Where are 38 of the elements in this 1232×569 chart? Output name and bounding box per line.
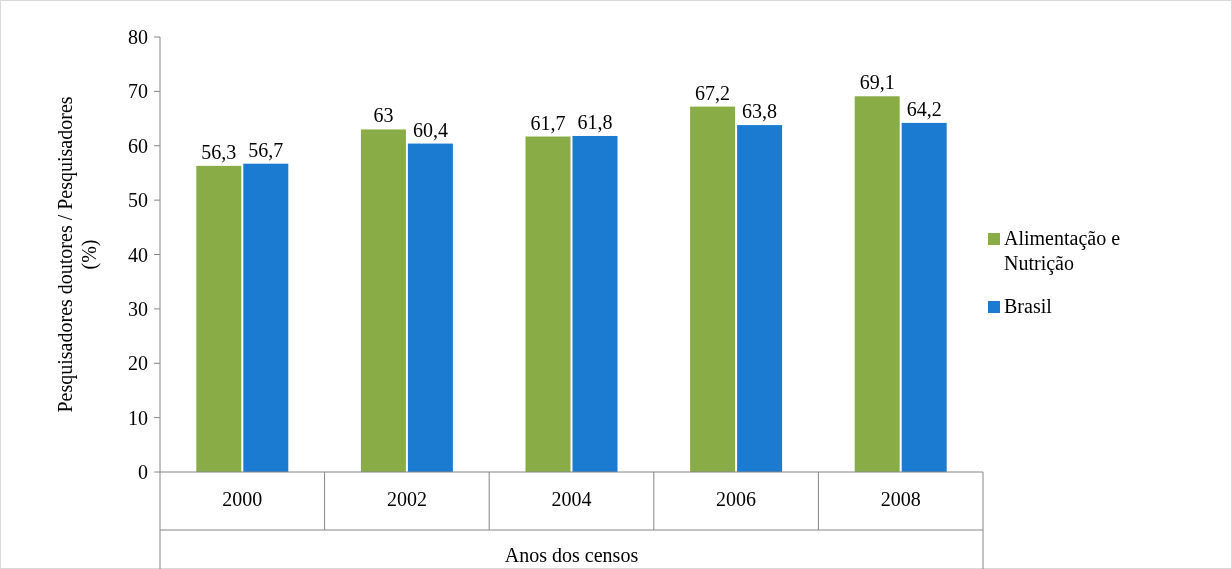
bar xyxy=(854,96,900,472)
y-tick-label: 50 xyxy=(128,189,148,212)
bar xyxy=(901,122,947,472)
data-label: 60,4 xyxy=(412,118,448,141)
legend-label: Brasil xyxy=(1004,295,1053,317)
data-label: 61,8 xyxy=(577,110,613,133)
bar xyxy=(243,163,289,472)
y-tick-label: 20 xyxy=(128,352,148,375)
y-tick-label: 80 xyxy=(128,26,148,48)
bar xyxy=(737,125,783,472)
y-axis-title: Pesquisadores doutores / Pesquisadores (%) xyxy=(54,96,101,413)
y-tick-label: 0 xyxy=(138,461,148,483)
data-label: 61,7 xyxy=(530,111,566,134)
data-label: 64,2 xyxy=(906,97,942,120)
bar xyxy=(360,129,406,472)
x-axis-title: Anos dos censos xyxy=(504,544,639,566)
legend-label: Alimentação e Nutrição xyxy=(1004,227,1121,275)
y-tick-label: 60 xyxy=(128,134,148,157)
bar xyxy=(407,143,453,472)
bar xyxy=(690,106,736,472)
data-label: 63 xyxy=(373,104,394,127)
x-tick-label: 2004 xyxy=(551,488,592,510)
x-tick-label: 2006 xyxy=(716,488,757,510)
y-tick-label: 70 xyxy=(128,80,148,103)
y-tick-label: 40 xyxy=(128,243,148,266)
bar xyxy=(525,136,571,472)
data-label: 56,3 xyxy=(201,140,237,163)
x-tick-label: 2000 xyxy=(222,488,263,510)
data-label: 69,1 xyxy=(859,71,895,94)
data-label: 56,7 xyxy=(248,138,284,161)
data-label: 63,8 xyxy=(742,100,778,123)
x-tick-label: 2008 xyxy=(880,488,921,510)
y-tick-label: 10 xyxy=(128,406,148,429)
bar xyxy=(196,165,242,472)
bar xyxy=(572,135,618,472)
x-tick-label: 2002 xyxy=(386,488,427,510)
y-tick-label: 30 xyxy=(128,297,148,320)
data-label: 67,2 xyxy=(695,81,731,104)
